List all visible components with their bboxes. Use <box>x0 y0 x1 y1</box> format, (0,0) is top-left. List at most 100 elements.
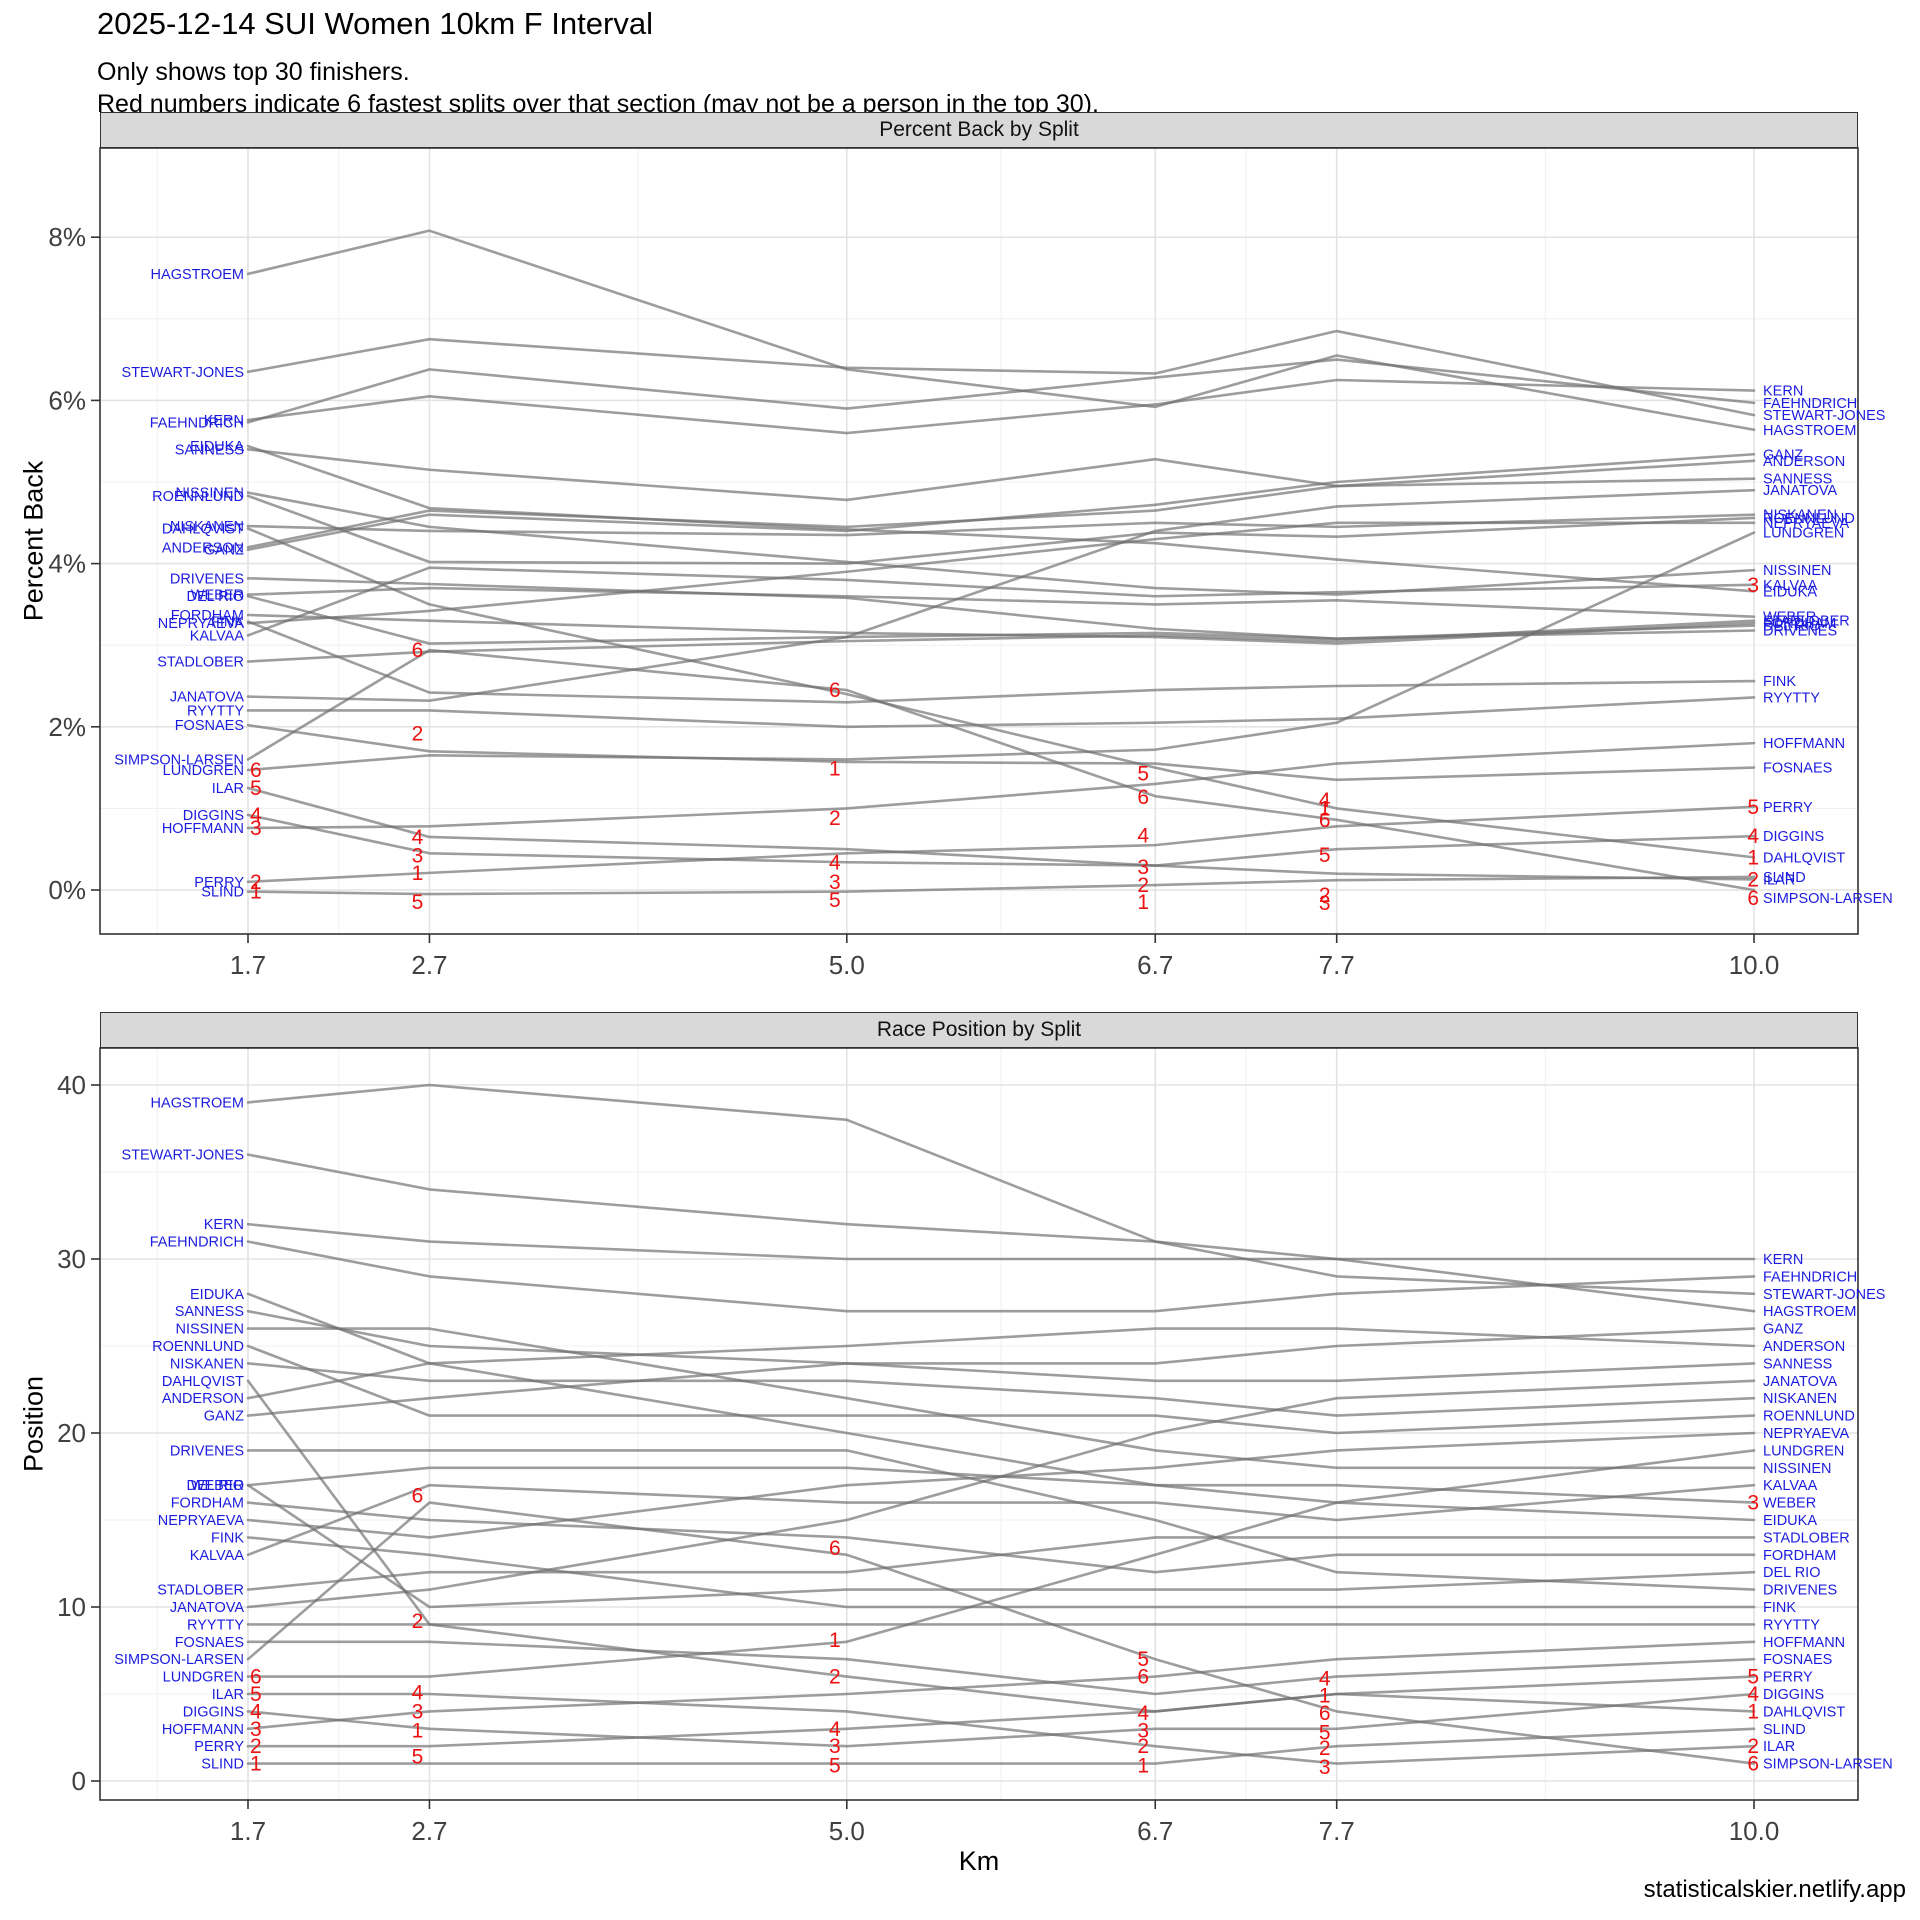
split-rank-number: 3 <box>1747 574 1759 597</box>
series-line-diggins <box>246 1692 1756 1748</box>
series-line-fosnaes <box>246 723 1756 782</box>
split-rank-number: 1 <box>1137 1754 1149 1777</box>
series-line-anderson <box>246 1327 1756 1400</box>
athlete-label-right: FAEHNDRICH <box>1763 396 1857 412</box>
athlete-label-left: NEPRYAEVA <box>158 616 245 632</box>
athlete-label-left: WEBER <box>191 1478 244 1494</box>
split-rank-number: 3 <box>829 1735 841 1758</box>
athlete-label-right: KALVAA <box>1763 578 1818 594</box>
y-tick-label: 2% <box>48 712 86 742</box>
series-line-eiduka <box>246 1292 1756 1522</box>
x-tick-label: 10.0 <box>1729 1816 1780 1846</box>
y-axis-title-percent-back: Percent Back <box>18 460 49 622</box>
x-axis-title-km: Km <box>958 1846 1000 1876</box>
split-rank-number: 2 <box>412 722 424 745</box>
y-tick-label: 20 <box>57 1418 86 1448</box>
split-rank-number: 1 <box>250 881 262 904</box>
athlete-label-left: HAGSTROEM <box>151 1095 244 1111</box>
split-rank-number: 6 <box>1319 1702 1331 1725</box>
athlete-label-left: NISKANEN <box>170 1356 244 1372</box>
athlete-label-right: EIDUKA <box>1763 1513 1817 1529</box>
series-line-eiduka <box>246 444 1756 593</box>
athlete-label-right: WEBER <box>1763 1496 1816 1512</box>
athlete-label-right: SIMPSON-LARSEN <box>1763 891 1893 907</box>
athlete-label-right: HOFFMANN <box>1763 1635 1845 1651</box>
series-line-simpson-larsen <box>246 1501 1756 1765</box>
split-rank-number: 5 <box>250 777 262 800</box>
athlete-label-right: FINK <box>1763 1600 1796 1616</box>
athlete-label-right: STEWART-JONES <box>1763 1287 1885 1303</box>
x-tick-label: 2.7 <box>411 950 447 980</box>
split-rank-number: 5 <box>1319 844 1331 867</box>
y-tick-label: 0% <box>48 875 86 905</box>
split-rank-number: 5 <box>1747 796 1759 819</box>
series-line-drivenes <box>246 1449 1756 1591</box>
split-rank-number: 2 <box>1319 884 1331 907</box>
athlete-label-left: DAHLQVIST <box>162 522 244 538</box>
athlete-label-right: ILAR <box>1763 1739 1795 1755</box>
athlete-label-right: HAGSTROEM <box>1763 423 1856 439</box>
series-line-perry <box>246 805 1756 884</box>
split-rank-number: 3 <box>829 871 841 894</box>
athlete-label-right: ILAR <box>1763 872 1795 888</box>
split-rank-number: 5 <box>829 1754 841 1777</box>
split-rank-number: 5 <box>412 891 424 914</box>
athlete-label-right: DEL RIO <box>1763 619 1820 635</box>
athlete-label-left: STADLOBER <box>157 1583 244 1599</box>
x-tick-label: 2.7 <box>411 1816 447 1846</box>
series-line-janatova <box>246 1379 1756 1609</box>
athlete-label-left: FORDHAM <box>171 608 244 624</box>
split-rank-number: 4 <box>1319 789 1331 812</box>
split-rank-number: 3 <box>412 845 424 868</box>
y-tick-label: 8% <box>48 222 86 252</box>
athlete-label-right: DRIVENES <box>1763 624 1837 640</box>
athlete-label-right: HAGSTROEM <box>1763 1304 1856 1320</box>
athlete-label-right: FORDHAM <box>1763 1548 1836 1564</box>
split-rank-number: 6 <box>250 759 262 782</box>
athlete-label-right: DEL RIO <box>1763 1565 1820 1581</box>
athlete-label-left: JANATOVA <box>170 1600 244 1616</box>
split-rank-number: 6 <box>1747 1753 1759 1776</box>
series-line-hoffmann <box>246 741 1756 830</box>
split-rank-number: 2 <box>829 1666 841 1689</box>
athlete-label-right: DAHLQVIST <box>1763 850 1845 866</box>
athlete-label-right: ROENNLUND <box>1763 1409 1855 1425</box>
series-line-weber <box>246 586 1756 618</box>
panel-percent-back: 0%2%4%6%8%1.7 2.7 5.0 6.7 7.7 10.0HAGSTROEMST… <box>48 147 1893 980</box>
x-tick-label: 5.0 <box>829 1816 865 1846</box>
split-rank-number: 5 <box>829 889 841 912</box>
athlete-label-left: FINK <box>211 615 244 631</box>
split-rank-number: 5 <box>1137 1648 1149 1671</box>
athlete-label-right: FAEHNDRICH <box>1763 1269 1857 1285</box>
series-line-kern <box>246 378 1756 435</box>
athlete-label-right: KERN <box>1763 1252 1803 1268</box>
series-line-sanness <box>246 1309 1756 1383</box>
y-axis-title-position: Position <box>18 1375 49 1473</box>
athlete-label-left: DRIVENES <box>170 571 244 587</box>
athlete-label-right: STADLOBER <box>1763 1530 1850 1546</box>
athlete-labels: HAGSTROEMSTEWART-JONESFAEHNDRICHKERNSANN… <box>114 267 1892 907</box>
athlete-label-right: NEPRYAEVA <box>1763 1426 1850 1442</box>
panel-strip-race-position: Race Position by Split <box>100 1012 1858 1048</box>
athlete-label-left: GANZ <box>204 1409 244 1425</box>
athlete-label-left: DIGGINS <box>183 808 244 824</box>
split-rank-number: 3 <box>1747 1492 1759 1515</box>
athlete-label-left: FAEHNDRICH <box>150 1235 244 1251</box>
athlete-label-right: DIGGINS <box>1763 1687 1824 1703</box>
athlete-label-left: GANZ <box>204 543 244 559</box>
split-rank-number: 2 <box>250 1735 262 1758</box>
athlete-label-left: FAEHNDRICH <box>150 415 244 431</box>
athlete-label-left: SLIND <box>201 1757 244 1773</box>
series-line-niskanen <box>246 1362 1756 1417</box>
series-line-lundgren <box>246 531 1756 772</box>
gridlines <box>100 148 1858 934</box>
athlete-label-left: PERRY <box>194 875 244 891</box>
athlete-label-left: DEL RIO <box>187 1478 244 1494</box>
athlete-label-right: ROENNLUND <box>1763 511 1855 527</box>
athlete-label-right: NISSINEN <box>1763 563 1832 579</box>
y-tick-label: 6% <box>48 385 86 415</box>
